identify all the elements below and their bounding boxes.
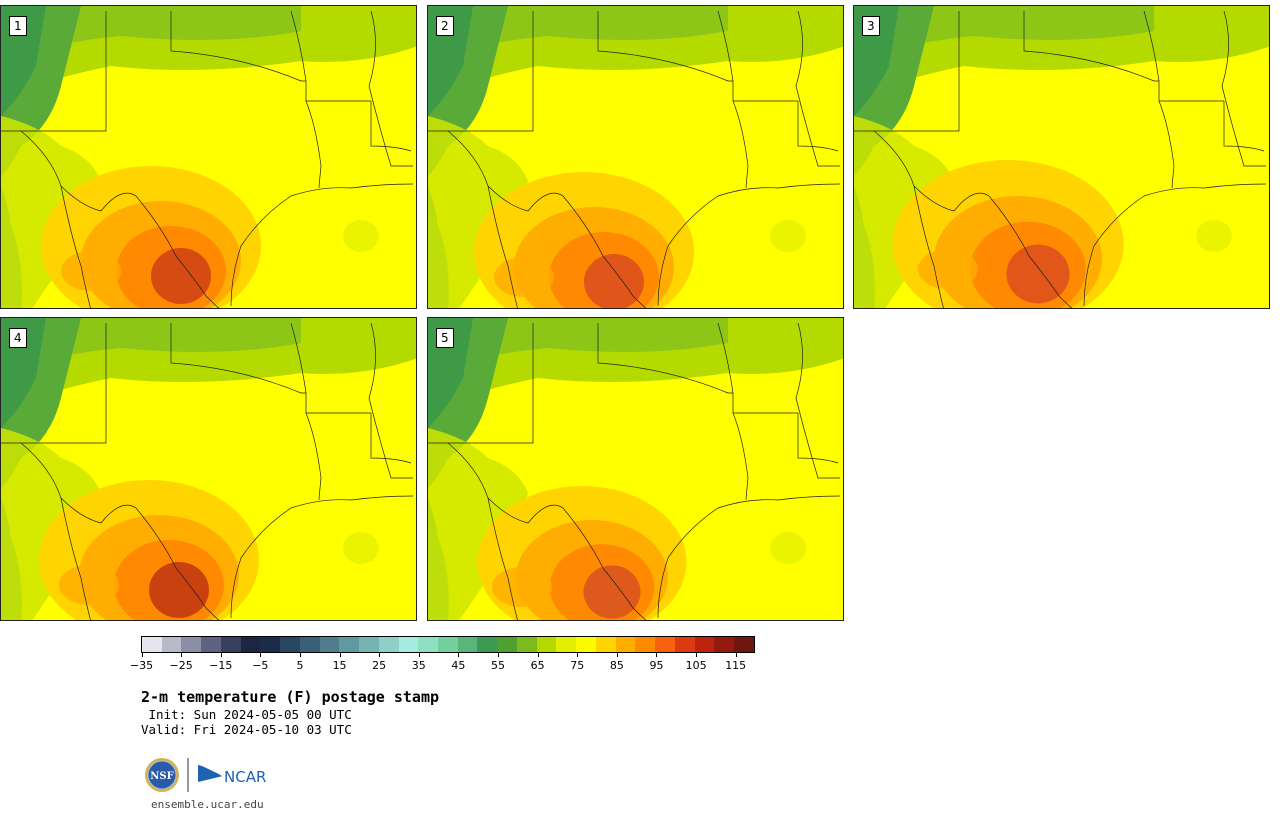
colorbar-tick: [696, 653, 698, 657]
colorbar-tick: [260, 653, 262, 657]
colorbar-segment: [398, 637, 419, 652]
colorbar-segment: [714, 637, 735, 652]
colorbar-segment: [536, 637, 557, 652]
colorbar-segment: [319, 637, 340, 652]
colorbar-segment: [181, 637, 202, 652]
member-label: 4: [9, 328, 27, 348]
page-title: 2-m temperature (F) postage stamp: [141, 688, 440, 706]
temperature-colorbar: [141, 636, 755, 653]
colorbar-segment: [260, 637, 281, 652]
colorbar-tick-label: −15: [209, 659, 233, 672]
colorbar-segment: [516, 637, 537, 652]
colorbar-tick: [616, 653, 618, 657]
colorbar-segment: [240, 637, 261, 652]
postage-stamp-panel-5: 5: [427, 317, 844, 621]
colorbar-segment: [477, 637, 498, 652]
colorbar-ticks: −35 −25 −15 −5 5 15 25 35 45 55 65 75 85 95 105 115: [130, 653, 755, 673]
colorbar-tick: [735, 653, 737, 657]
nsf-logo: NSF: [145, 758, 179, 792]
temperature-map: [1, 6, 416, 308]
colorbar-tick: [458, 653, 460, 657]
colorbar-segment: [161, 637, 182, 652]
colorbar-tick-label: 85: [609, 659, 624, 672]
colorbar-tick-label: 45: [451, 659, 466, 672]
colorbar-tick: [656, 653, 658, 657]
postage-stamp-panel-2: 2: [427, 5, 844, 309]
colorbar-segment: [655, 637, 675, 652]
colorbar-segment: [418, 637, 439, 652]
colorbar-segment: [220, 637, 241, 652]
colorbar-segment: [595, 637, 616, 652]
temperature-map: [854, 6, 1269, 308]
colorbar-tick: [379, 653, 381, 657]
valid-time: Valid: Fri 2024-05-10 03 UTC: [141, 722, 352, 737]
website-url: ensemble.ucar.edu: [151, 798, 264, 811]
sponsor-logos: NSF NCAR: [145, 758, 266, 792]
colorbar-segment: [201, 637, 221, 652]
colorbar-tick-label: 115: [725, 659, 747, 672]
member-label: 5: [436, 328, 454, 348]
colorbar-tick: [418, 653, 420, 657]
colorbar-segment: [497, 637, 517, 652]
colorbar-tick-label: 35: [411, 659, 426, 672]
colorbar-tick-label: 65: [530, 659, 545, 672]
postage-stamp-panel-3: 3: [853, 5, 1270, 309]
ncar-logo: NCAR: [197, 763, 266, 786]
temperature-map: [428, 6, 843, 308]
colorbar-segment: [576, 637, 596, 652]
colorbar-segment: [339, 637, 360, 652]
colorbar-segment: [280, 637, 300, 652]
colorbar-tick-label: 75: [570, 659, 585, 672]
postage-stamp-panel-4: 4: [0, 317, 417, 621]
colorbar-segment: [635, 637, 656, 652]
colorbar-tick-label: −25: [169, 659, 193, 672]
colorbar-segment: [556, 637, 577, 652]
temperature-map: [1, 318, 416, 620]
colorbar-segment: [438, 637, 458, 652]
colorbar-segment: [359, 637, 379, 652]
colorbar-tick: [577, 653, 579, 657]
colorbar-tick-label: 25: [372, 659, 387, 672]
svg-text:NSF: NSF: [150, 771, 173, 782]
colorbar-tick-label: 105: [685, 659, 707, 672]
colorbar-tick: [498, 653, 500, 657]
temperature-map: [428, 318, 843, 620]
postage-stamp-panel-1: 1: [0, 5, 417, 309]
colorbar-tick: [299, 653, 301, 657]
colorbar-segment: [734, 637, 754, 652]
colorbar-segment: [457, 637, 478, 652]
colorbar-tick: [537, 653, 539, 657]
colorbar-segment: [299, 637, 320, 652]
member-label: 3: [862, 16, 880, 36]
colorbar-segment: [615, 637, 636, 652]
colorbar-segment: [694, 637, 715, 652]
colorbar-tick: [141, 653, 143, 657]
init-time: Init: Sun 2024-05-05 00 UTC: [141, 707, 352, 722]
colorbar-tick: [220, 653, 222, 657]
member-label: 2: [436, 16, 454, 36]
colorbar-tick-label: 55: [491, 659, 506, 672]
colorbar-segment: [378, 637, 399, 652]
member-label: 1: [9, 16, 27, 36]
colorbar-tick-label: 5: [296, 659, 304, 672]
colorbar-tick-label: −5: [252, 659, 269, 672]
colorbar-tick: [181, 653, 183, 657]
colorbar-tick: [339, 653, 341, 657]
colorbar-segment: [142, 637, 162, 652]
colorbar-tick-label: 95: [649, 659, 664, 672]
colorbar-segment: [674, 637, 695, 652]
svg-text:NCAR: NCAR: [224, 768, 266, 786]
colorbar-tick-label: 15: [332, 659, 347, 672]
colorbar-tick-label: −35: [129, 659, 154, 672]
